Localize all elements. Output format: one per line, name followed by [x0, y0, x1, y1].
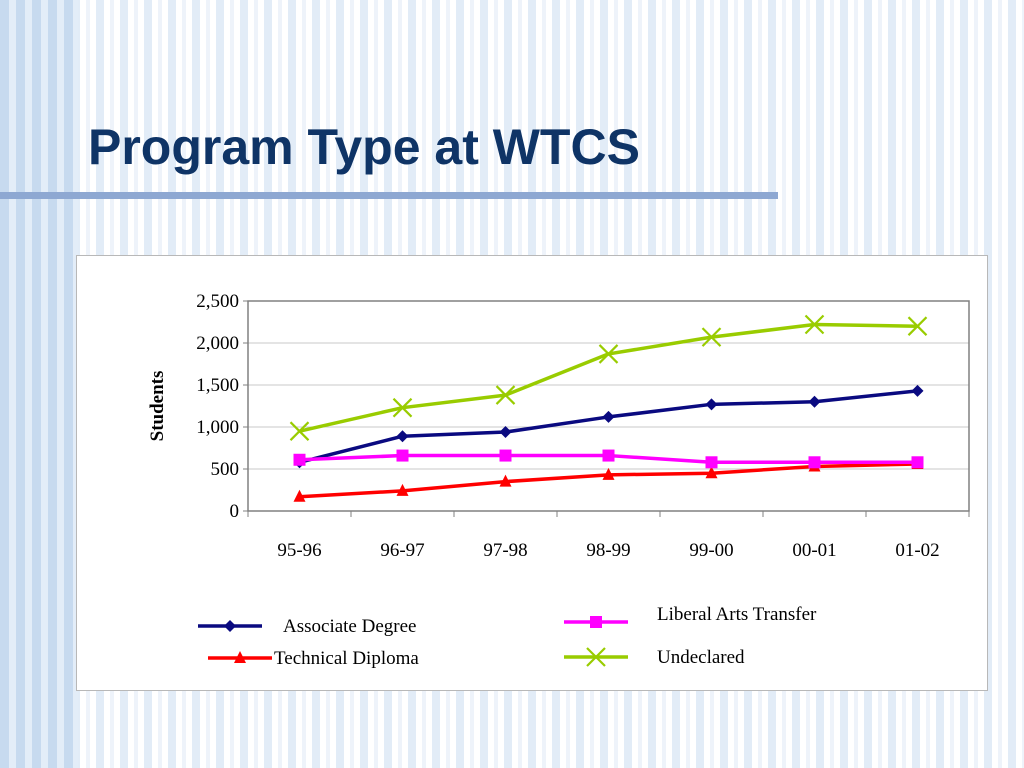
legend-marker-0 — [224, 620, 236, 632]
page-title: Program Type at WTCS — [88, 119, 640, 175]
data-point — [602, 467, 615, 480]
y-tick-label: 500 — [211, 459, 240, 480]
data-point — [808, 456, 821, 469]
legend-marker-3 — [586, 647, 606, 667]
x-tick-label: 97-98 — [483, 540, 527, 561]
x-tick-label: 00-01 — [792, 540, 836, 561]
data-point — [293, 489, 306, 502]
legend-label: Associate Degree — [283, 616, 416, 637]
data-point — [396, 449, 409, 462]
data-point — [808, 395, 821, 408]
y-tick-label: 2,000 — [196, 333, 239, 354]
line-chart: 0 500 1,000 1,500 2,000 2,500 95-96 96-97 97-98 9… — [147, 291, 970, 669]
legend-label: Technical Diploma — [274, 648, 419, 669]
data-point — [705, 456, 718, 469]
y-tick-label: 0 — [230, 501, 240, 522]
y-tick-label: 2,500 — [196, 291, 239, 312]
x-tick-label: 98-99 — [586, 540, 630, 561]
data-point — [705, 466, 718, 479]
data-point — [911, 456, 924, 469]
data-point — [293, 453, 306, 466]
data-point — [396, 483, 409, 496]
legend-label: Undeclared — [657, 647, 745, 668]
data-point — [701, 327, 722, 347]
y-axis-label: Students — [147, 371, 168, 442]
chart-panel: 0 500 1,000 1,500 2,000 2,500 95-96 96-97 97-98 9… — [76, 255, 988, 691]
x-tick-label: 99-00 — [689, 540, 733, 561]
data-point — [499, 449, 512, 462]
legend-marker-1 — [234, 651, 246, 663]
data-point — [392, 397, 413, 418]
data-point — [804, 314, 825, 335]
x-tick-label: 01-02 — [895, 540, 939, 561]
data-point — [289, 421, 310, 441]
plot-area-frame — [247, 300, 970, 512]
title-underline — [0, 192, 778, 199]
y-tick-label: 1,500 — [196, 375, 239, 396]
data-point — [911, 384, 924, 397]
legend-label: Liberal Arts Transfer — [657, 604, 817, 625]
data-point — [598, 344, 619, 364]
data-point — [602, 449, 615, 462]
left-stripe-decoration — [0, 0, 78, 768]
data-point — [495, 385, 516, 405]
x-tick-label: 96-97 — [380, 540, 424, 561]
legend-marker-2 — [590, 616, 602, 628]
data-point — [499, 426, 512, 439]
data-point — [602, 410, 615, 423]
data-point — [396, 430, 409, 443]
y-tick-label: 1,000 — [196, 417, 239, 438]
x-tick-label: 95-96 — [277, 540, 321, 561]
data-point — [499, 474, 512, 487]
data-point — [705, 398, 718, 411]
data-point — [907, 316, 928, 336]
